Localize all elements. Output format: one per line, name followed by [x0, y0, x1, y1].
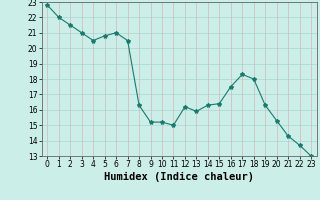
X-axis label: Humidex (Indice chaleur): Humidex (Indice chaleur) — [104, 172, 254, 182]
